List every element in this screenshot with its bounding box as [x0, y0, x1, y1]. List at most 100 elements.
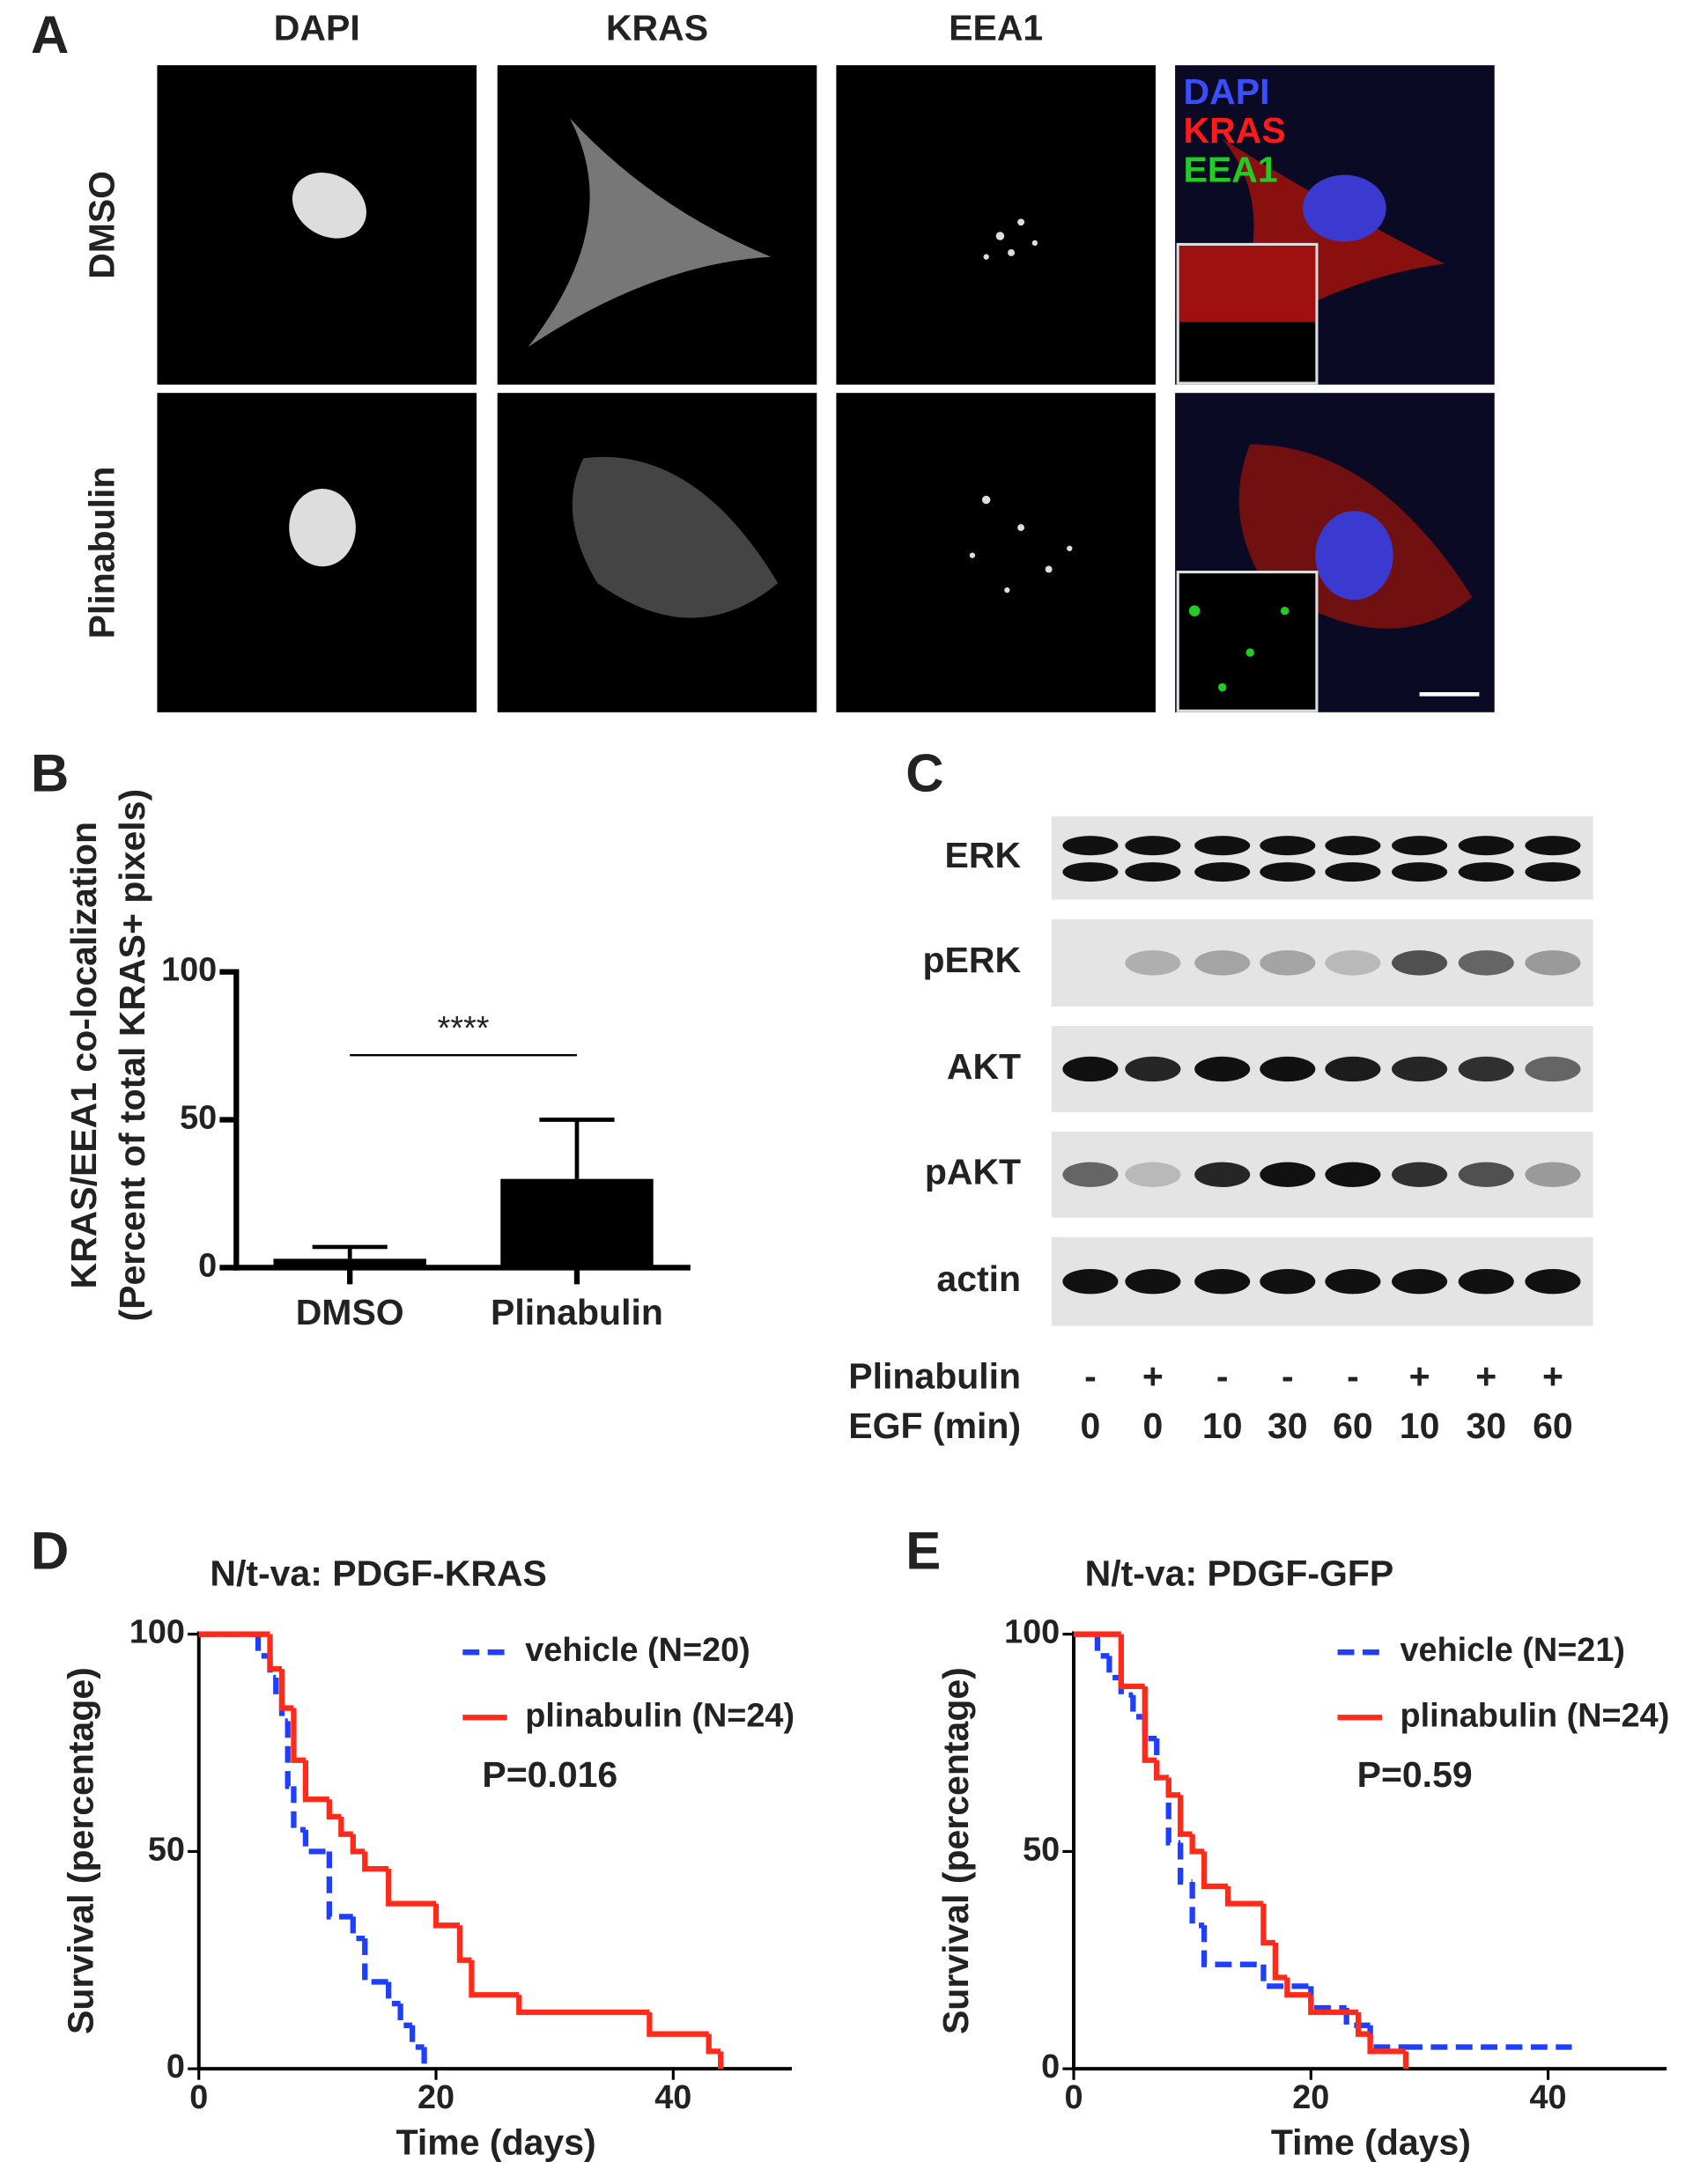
blot-row-label: pERK: [923, 940, 1022, 980]
blot-band: [1062, 1056, 1119, 1082]
inset-puncta: [1188, 605, 1290, 692]
y-axis-label: Survival (percentage): [935, 1667, 976, 2034]
survival-step: [1355, 2011, 1371, 2037]
blot-band: [1392, 1162, 1448, 1187]
survival-step: [291, 1708, 306, 1763]
x-tick-label: 40: [1530, 2079, 1567, 2116]
column-label: DAPI: [274, 8, 360, 48]
blot-row-label: actin: [936, 1258, 1021, 1299]
blot-band: [1458, 1269, 1514, 1295]
condition-value: -: [1084, 1355, 1097, 1396]
x-tick-label: 0: [189, 2079, 208, 2116]
x-tick-label: 20: [1292, 2079, 1329, 2116]
survival-step: [456, 1925, 472, 1963]
panel-letter: C: [905, 744, 943, 803]
survival-step: [1201, 1851, 1229, 1890]
row-label: Plinabulin: [81, 467, 122, 639]
merge-legend: KRAS: [1184, 110, 1286, 151]
blot-band: [1125, 862, 1181, 882]
x-tick-label: Plinabulin: [491, 1292, 663, 1332]
blot-band: [1194, 862, 1251, 882]
survival-step: [362, 1938, 389, 1985]
blot-band: [1125, 1162, 1181, 1187]
panel-letter: D: [31, 1522, 69, 1581]
survival-step: [350, 1834, 366, 1855]
survival-step: [302, 1829, 329, 1855]
blot-band: [1194, 1056, 1251, 1082]
condition-value: -: [1216, 1355, 1229, 1396]
blot-band: [1458, 950, 1514, 976]
p-value: P=0.59: [1357, 1754, 1473, 1795]
survival-step: [1260, 1964, 1312, 1989]
x-axis-label: Time (days): [1271, 2122, 1471, 2163]
survival-step: [1178, 1795, 1193, 1837]
blot-band: [1525, 950, 1581, 976]
blot-band: [1392, 950, 1448, 976]
blot-band: [1260, 1056, 1316, 1082]
image: [836, 393, 1157, 712]
nucleus: [292, 173, 366, 239]
y-tick-label: 0: [1041, 2048, 1060, 2085]
survival-step: [1224, 1885, 1264, 1907]
x-tick-label: DMSO: [296, 1292, 404, 1332]
nucleus: [1315, 511, 1393, 601]
y-axis-label: Survival (percentage): [61, 1667, 101, 2034]
blot-band: [1525, 1056, 1581, 1082]
y-tick-label: 0: [198, 1247, 217, 1284]
condition-value: 10: [1400, 1406, 1440, 1446]
blot-band: [1260, 1162, 1316, 1187]
survival-step: [326, 1799, 342, 1820]
blot-band: [1062, 862, 1119, 882]
western-blot: ERK pERK AKT pAKT actin Plinabulin - + - - - + + + EGF…: [848, 816, 1593, 1446]
condition-value: -: [1347, 1355, 1359, 1396]
blot-band: [1525, 1162, 1581, 1187]
legend-label: vehicle (N=20): [525, 1632, 750, 1669]
survival-step: [1106, 1656, 1121, 1681]
merge-legend: DAPI: [1184, 71, 1270, 112]
row-label: DMSO: [81, 171, 122, 279]
blot-band: [1525, 836, 1581, 856]
survival-step: [1272, 1943, 1288, 1981]
survival-step: [1165, 1777, 1181, 1798]
survival-step: [1260, 1903, 1275, 1946]
cell: [572, 456, 779, 618]
survival-step: [409, 2025, 425, 2050]
blot-band: [1062, 1269, 1119, 1295]
blot-band: [1194, 1162, 1251, 1187]
blot-band: [1392, 1056, 1448, 1082]
inset-cell: [1179, 246, 1316, 322]
survival-step: [1284, 1977, 1312, 1998]
survival-step: [1118, 1634, 1145, 1690]
blot-band: [1260, 950, 1316, 976]
condition-value: 0: [1142, 1406, 1163, 1446]
survival-step: [1130, 1694, 1145, 1720]
condition-value: +: [1142, 1355, 1164, 1396]
y-tick-label: 50: [148, 1831, 185, 1868]
legend-label: plinabulin (N=24): [1400, 1697, 1670, 1734]
inset: [1176, 570, 1319, 712]
survival-step: [1189, 1881, 1205, 1929]
condition-value: 30: [1267, 1406, 1308, 1446]
condition-value: -: [1282, 1355, 1294, 1396]
chart-title: N/t-va: PDGF-KRAS: [210, 1553, 547, 1593]
survival-step: [706, 2033, 721, 2055]
blot-band: [1525, 862, 1581, 882]
blot-band: [1325, 950, 1381, 976]
survival-step: [386, 1981, 401, 2007]
column-label: EEA1: [949, 8, 1043, 48]
y-tick-label: 100: [161, 952, 217, 989]
bar: [273, 1258, 426, 1268]
condition-label: EGF (min): [848, 1406, 1021, 1446]
y-tick-label: 0: [166, 2048, 185, 2085]
image: [836, 65, 1157, 385]
chart-title: N/t-va: PDGF-GFP: [1085, 1553, 1394, 1593]
survival-step: [1094, 1634, 1110, 1659]
blot-band: [1325, 1162, 1381, 1187]
blot-strip: [1051, 816, 1593, 900]
blot-band: [1194, 1269, 1251, 1295]
nucleus: [289, 488, 356, 567]
significance-label: ****: [438, 1010, 490, 1047]
survival-step: [516, 1995, 650, 2016]
